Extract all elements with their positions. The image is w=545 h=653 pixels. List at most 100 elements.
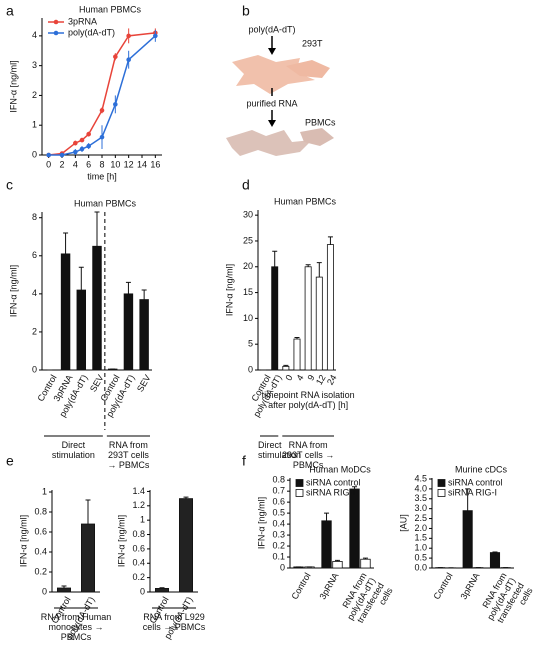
point (46, 152, 51, 158)
chart-title: Human PBMCs (74, 198, 137, 208)
y-tick-label: 0 (42, 586, 47, 596)
y-axis-label: IFN-α [ng/ml] (224, 264, 234, 316)
y-tick-label: 2 (32, 90, 37, 100)
x-tick-label: 16 (150, 159, 160, 169)
y-tick-label: 25 (243, 235, 253, 245)
panel-label: e (6, 453, 14, 469)
step-label: poly(dA-dT) (248, 24, 295, 34)
legend-marker (53, 30, 59, 36)
panel-label: f (242, 453, 246, 469)
y-tick-label: 0.4 (272, 518, 285, 528)
y-tick-label: 0.8 (132, 529, 145, 539)
point (126, 57, 131, 62)
x-tick-label: 8 (99, 159, 104, 169)
error-bar (362, 557, 368, 560)
point (113, 54, 118, 60)
error-bar (334, 559, 340, 562)
legend-label: siRNA RIG-I (448, 487, 497, 497)
y-tick-label: 8 (32, 212, 37, 222)
y-tick-label: 0.2 (34, 566, 47, 576)
cells-293t (286, 60, 330, 78)
bar (315, 276, 323, 371)
bar (139, 299, 149, 371)
y-tick-label: 0.2 (132, 572, 145, 582)
bar (304, 266, 312, 371)
group-label: Direct stimulation (51, 440, 95, 460)
error-bar (183, 496, 189, 499)
y-tick-label: 5 (248, 339, 253, 349)
bar (349, 488, 360, 569)
y-tick-label: 0.6 (34, 526, 47, 536)
y-tick-label: 4.5 (414, 473, 427, 483)
legend-label: siRNA RIG-I (306, 487, 355, 497)
point (126, 33, 131, 39)
bar (123, 293, 134, 371)
y-tick-label: 1 (32, 120, 37, 130)
y-tick-label: 1 (42, 486, 47, 496)
y-tick-label: 1.4 (132, 486, 145, 496)
group-label: RNA from Human monocytes → PBMCs (40, 612, 112, 642)
y-tick-label: 2.0 (414, 523, 427, 533)
y-tick-label: 0.4 (132, 558, 145, 568)
legend-label: 3pRNA (68, 16, 97, 26)
panel-label: b (242, 3, 250, 19)
bar (462, 510, 473, 569)
x-axis-label: timepoint RNA isolation after poly(dA-dT… (261, 390, 355, 410)
bar (81, 523, 96, 593)
bar (178, 498, 193, 593)
point (73, 149, 78, 155)
y-axis-label: [AU] (398, 514, 408, 532)
y-tick-label: 0.0 (414, 562, 427, 572)
bar (60, 253, 71, 371)
bar (57, 587, 72, 593)
point (113, 102, 118, 107)
bar (332, 561, 343, 569)
error-bar (294, 336, 300, 340)
y-tick-label: 1 (140, 515, 145, 525)
error-bar (272, 250, 278, 267)
y-tick-label: 30 (243, 210, 253, 220)
error-bar (324, 512, 330, 521)
group-label: RNA from L929 cells → PBMCs (142, 612, 206, 632)
point (86, 143, 91, 149)
y-tick-label: 3.5 (414, 493, 427, 503)
chart-title: Human PBMCs (274, 196, 337, 206)
y-tick-label: 3 (32, 60, 37, 70)
error-bar (465, 488, 471, 511)
y-tick-label: 0.8 (34, 506, 47, 516)
point (59, 152, 65, 158)
legend-swatch (295, 489, 304, 497)
step-label: purified RNA (246, 98, 297, 108)
y-tick-label: 20 (243, 261, 253, 271)
cell-label: PBMCs (305, 117, 336, 127)
y-tick-label: 0.6 (272, 497, 285, 507)
y-tick-label: 1.0 (414, 543, 427, 553)
y-tick-label: 0.5 (272, 507, 285, 517)
group-label: Direct stimulation (258, 440, 302, 460)
panel-label: a (6, 3, 14, 19)
y-tick-label: 2.5 (414, 513, 427, 523)
arrow-head (268, 48, 276, 55)
group-label: RNA from 293T cells → PBMCs (107, 440, 150, 470)
bar (154, 588, 169, 593)
bar (282, 365, 290, 371)
error-bar (125, 281, 131, 294)
error-bar (94, 211, 100, 247)
arrow-head (268, 120, 276, 127)
cell-label: 293T (302, 38, 323, 48)
y-tick-label: 0.6 (132, 543, 145, 553)
y-tick-label: 4 (32, 30, 37, 40)
x-tick-label: 2 (59, 159, 64, 169)
error-bar (141, 289, 147, 300)
legend-swatch (437, 479, 446, 487)
y-tick-label: 0.8 (272, 475, 285, 485)
y-tick-label: 0 (32, 364, 37, 374)
point (86, 131, 91, 137)
x-axis-label: time [h] (87, 171, 117, 181)
error-bar (78, 266, 84, 291)
legend-marker (53, 19, 59, 25)
error-bar (85, 499, 91, 524)
y-tick-label: 1.5 (414, 533, 427, 543)
error-bar (316, 262, 322, 278)
